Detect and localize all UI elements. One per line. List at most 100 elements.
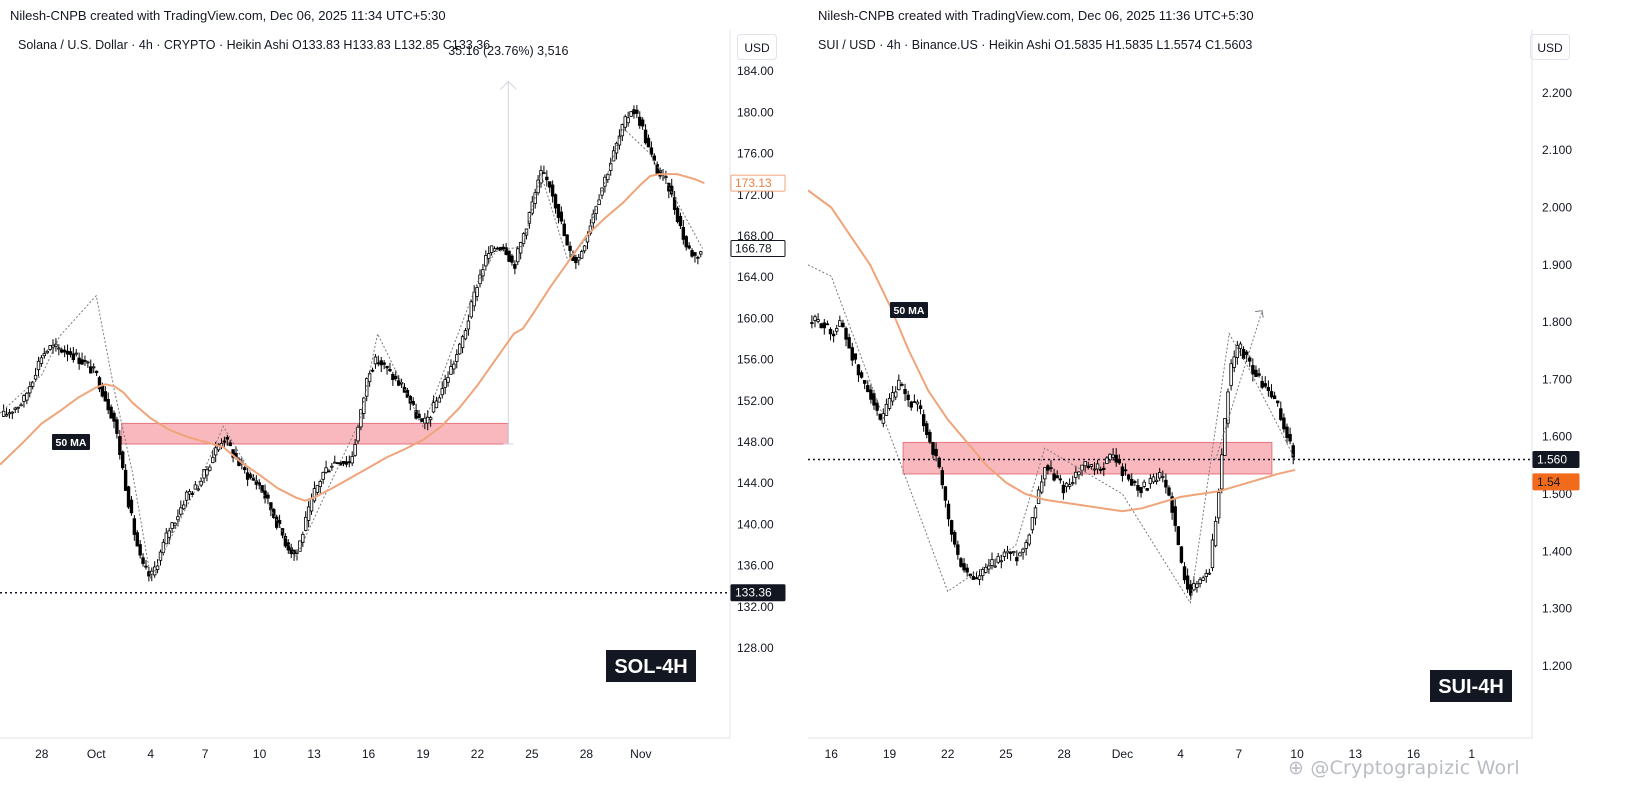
candle-body xyxy=(385,365,389,369)
candle-body xyxy=(222,440,227,443)
candle-body xyxy=(1179,546,1184,563)
legend-close: C1.5603 xyxy=(1205,38,1253,52)
candle-body xyxy=(1077,471,1081,476)
candle-body xyxy=(1142,481,1146,487)
y-tick-label: 184.00 xyxy=(737,64,774,78)
candle-body xyxy=(894,391,898,398)
y-tick-label: 136.00 xyxy=(737,559,774,573)
candle-body xyxy=(36,360,41,371)
currency-button[interactable]: USD xyxy=(737,34,777,60)
y-tick-label: 148.00 xyxy=(737,435,774,449)
ma-label-text: 50 MA xyxy=(56,437,87,449)
candle-body xyxy=(13,407,17,410)
candle-body xyxy=(155,565,160,570)
candle-body xyxy=(379,360,383,366)
candle-body xyxy=(173,522,177,526)
chart-watermark-label: SOL-4H xyxy=(614,656,687,678)
candle-body xyxy=(318,481,322,488)
candle-body xyxy=(100,384,105,397)
price-tag-box xyxy=(1532,450,1580,468)
x-tick-label: 16 xyxy=(825,747,839,761)
candle-body xyxy=(118,436,122,456)
sol-price-chart: 128.00 132.00 136.00 140.00 144.00 148.00 152.… xyxy=(0,30,786,761)
candle-body xyxy=(559,211,564,222)
candle-body xyxy=(1151,476,1156,483)
candle-body xyxy=(878,413,882,420)
candle-body xyxy=(30,381,35,387)
candle-body xyxy=(980,569,985,577)
candle-body xyxy=(248,474,253,478)
candle-body xyxy=(684,236,688,248)
candle-body xyxy=(1232,356,1236,368)
candle-body xyxy=(179,507,183,515)
candle-body xyxy=(828,328,833,335)
y-tick-label: 1.800 xyxy=(1542,315,1572,329)
candle-body xyxy=(457,343,462,355)
candle-body xyxy=(71,353,76,361)
candle-body xyxy=(277,520,282,525)
price-tag-label: 133.36 xyxy=(735,586,772,600)
candle-body xyxy=(819,323,823,329)
candle-body xyxy=(298,540,302,552)
candle-body xyxy=(909,401,913,408)
candle-body xyxy=(1176,526,1181,546)
candle-body xyxy=(638,116,642,126)
candle-body xyxy=(999,560,1004,563)
candle-body xyxy=(25,392,29,401)
candle-body xyxy=(1260,380,1264,388)
candle-body xyxy=(16,406,20,409)
candle-body xyxy=(446,377,450,383)
candle-body xyxy=(1288,434,1292,442)
candle-body xyxy=(228,442,232,447)
candle-body xyxy=(455,354,459,362)
currency-button[interactable]: USD xyxy=(1530,34,1570,60)
candle-body xyxy=(475,287,479,297)
legend-low: L132.85 xyxy=(394,38,440,52)
candle-body xyxy=(57,347,61,350)
y-tick-label: 160.00 xyxy=(737,311,774,325)
candle-body xyxy=(19,404,23,407)
candle-body xyxy=(1055,475,1059,479)
candle-body xyxy=(1095,463,1100,470)
candle-body xyxy=(1027,534,1031,545)
candle-body xyxy=(953,532,957,545)
candle-body xyxy=(94,370,99,374)
candle-body xyxy=(347,461,351,464)
candle-body xyxy=(126,486,131,508)
candle-body xyxy=(1111,454,1115,458)
x-tick-label: 25 xyxy=(525,747,539,761)
candle-body xyxy=(80,359,84,365)
candle-body xyxy=(521,233,526,244)
candle-body xyxy=(501,246,505,250)
candle-body xyxy=(856,364,861,376)
candle-body xyxy=(949,520,954,535)
candle-body xyxy=(962,563,966,571)
candle-body xyxy=(330,465,334,468)
candle-body xyxy=(42,353,46,357)
candle-body xyxy=(1238,343,1243,349)
legend-high: H133.83 xyxy=(343,38,391,52)
candle-body xyxy=(106,399,110,411)
candle-body xyxy=(996,556,1000,563)
candle-body xyxy=(321,471,325,480)
candle-body xyxy=(1207,572,1212,575)
candle-body xyxy=(928,431,932,443)
candle-body xyxy=(1092,468,1097,471)
candle-body xyxy=(1220,454,1224,490)
candle-body xyxy=(170,522,174,529)
candle-body xyxy=(196,488,200,491)
support-zone xyxy=(902,441,1273,475)
candle-body xyxy=(460,336,465,349)
candle-body xyxy=(1064,482,1069,488)
candle-body xyxy=(65,350,70,355)
candle-body xyxy=(182,504,186,510)
candle-body xyxy=(1170,496,1174,513)
candle-body xyxy=(484,255,488,267)
sui-chart-panel: Nilesh-CNPB created with TradingView.com… xyxy=(808,0,1642,800)
candle-body xyxy=(974,577,979,580)
candle-body xyxy=(844,328,848,340)
candle-body xyxy=(225,436,229,440)
candle-body xyxy=(1015,557,1019,562)
candle-body xyxy=(577,257,581,261)
x-tick-label: 7 xyxy=(202,747,209,761)
